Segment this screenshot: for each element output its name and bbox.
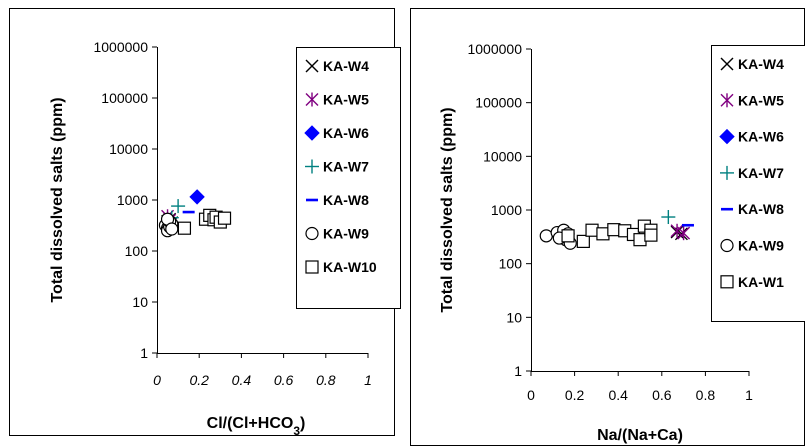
x-axis-label: Cl/(Cl+HCO3): [207, 415, 306, 438]
legend-marker: [719, 128, 735, 145]
y-tick-label: 100: [499, 256, 523, 272]
legend-label: KA-W5: [738, 92, 784, 108]
x-tick-label: 0.6: [652, 387, 672, 403]
y-tick-label: 10000: [483, 148, 522, 164]
x-tick-label: 0.6: [274, 372, 294, 388]
x-tick-label: 0.2: [565, 387, 585, 403]
legend: KA-W4 KA-W5 KA-W6 KA-W7 KA-W8 KA-W9 KA-W1: [711, 45, 805, 322]
x-tick-label: 0.2: [189, 372, 209, 388]
y-tick-label: 10000: [109, 141, 148, 157]
legend-marker: [305, 59, 319, 73]
series-ka-w6: [189, 189, 205, 205]
data-point: [217, 211, 232, 225]
series-ka-w9: [158, 212, 179, 238]
legend-label: KA-W8: [738, 201, 784, 217]
data-point: [633, 233, 647, 247]
data-point: [596, 227, 610, 241]
data-point: [189, 189, 205, 205]
data-point: [644, 228, 658, 242]
series-ka-w5: [670, 223, 691, 241]
legend-label: KA-W6: [323, 125, 369, 141]
legend-marker: [720, 238, 734, 253]
data-point: [677, 226, 691, 241]
y-tick-label: 1000: [117, 192, 148, 208]
y-tick-label: 1000000: [467, 41, 522, 57]
y-axis-label: Total dissolved salts (ppm): [49, 97, 66, 302]
data-point: [607, 223, 621, 237]
legend-label: KA-W6: [738, 129, 784, 145]
y-tick-label: 1: [140, 345, 148, 361]
legend-marker: [305, 260, 319, 274]
data-point: [561, 229, 575, 243]
y-tick-label: 100000: [475, 95, 522, 111]
legend-marker: [304, 125, 320, 141]
legend-marker: [305, 92, 319, 107]
y-tick-label: 1000: [491, 202, 522, 218]
x-tick-label: 0.4: [232, 372, 252, 388]
legend-label: KA-W10: [323, 259, 377, 275]
legend-marker: [720, 165, 734, 180]
data-point: [539, 229, 553, 243]
y-tick-label: 10: [506, 309, 522, 325]
x-tick-label: 0: [153, 372, 161, 388]
legend-label: KA-W1: [738, 274, 784, 290]
y-tick-label: 1: [514, 363, 522, 379]
y-axis-label: Total dissolved salts (ppm): [439, 107, 456, 312]
y-tick-label: 100000: [101, 90, 148, 106]
data-point: [585, 223, 599, 237]
x-tick-label: 1: [745, 387, 753, 403]
legend-label: KA-W4: [323, 58, 369, 74]
y-tick-label: 100: [125, 243, 149, 259]
x-tick-label: 0.8: [696, 387, 716, 403]
legend-marker: [305, 226, 319, 241]
y-tick-label: 10: [132, 294, 148, 310]
x-axis-label: Na/(Na+Ca): [597, 427, 683, 444]
data-point: [165, 222, 179, 236]
y-tick-label: 1000000: [93, 39, 148, 55]
legend-label: KA-W4: [738, 56, 784, 72]
data-point: [177, 221, 192, 235]
x-tick-label: 1: [364, 372, 372, 388]
chart-1: 1 10 100 1000 10000 100000 1000000 0 0.2 0.4 0.6 0.…: [9, 8, 401, 438]
chart-2: 1 10 100 1000 10000 100000 1000000 0 0.2 0.4 0.6 0.…: [410, 8, 805, 446]
legend-marker: [720, 275, 734, 289]
series-ka-w10: [177, 208, 232, 235]
series-ka-w10: [561, 219, 658, 248]
data-point: [171, 199, 186, 214]
legend-label: KA-W8: [323, 192, 369, 208]
legend: KA-W4 KA-W5 KA-W6 KA-W7 KA-W8 KA-W9 KA-W10: [296, 47, 401, 309]
legend-marker: [720, 93, 734, 108]
x-tick-label: 0.4: [608, 387, 628, 403]
data-point: [576, 234, 590, 248]
legend-label: KA-W7: [323, 159, 369, 175]
x-tick-label: 0: [527, 387, 535, 403]
data-point: [661, 210, 676, 225]
legend-label: KA-W9: [738, 238, 784, 254]
x-tick-label: 0.8: [316, 372, 336, 388]
series-ka-w7: [661, 210, 676, 225]
legend-marker: [720, 57, 734, 71]
legend-label: KA-W9: [323, 226, 369, 242]
legend-label: KA-W5: [323, 92, 369, 108]
legend-marker: [305, 159, 319, 174]
legend-label: KA-W7: [738, 165, 784, 181]
